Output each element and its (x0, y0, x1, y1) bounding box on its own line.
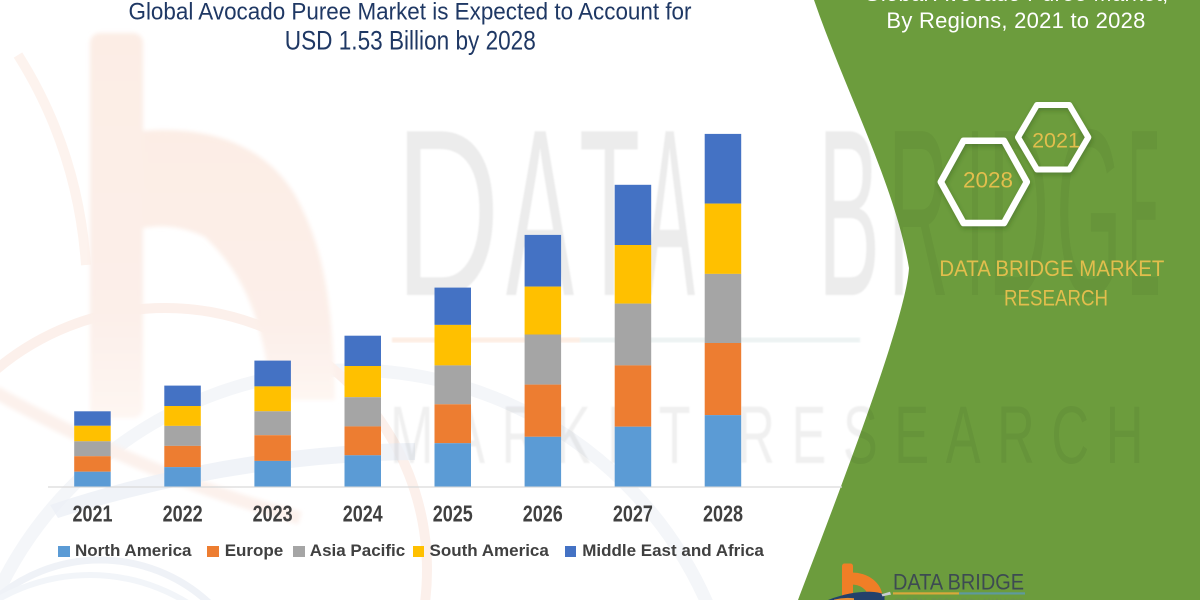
svg-text:2028: 2028 (963, 168, 1013, 193)
svg-text:2024: 2024 (343, 501, 383, 527)
svg-text:G: G (1056, 81, 1122, 346)
svg-text:Global Avocado Puree Market is: Global Avocado Puree Market is Expected … (129, 0, 692, 26)
svg-text:2022: 2022 (163, 501, 203, 527)
svg-text:USD 1.53 Billion by 2028: USD 1.53 Billion by 2028 (285, 26, 536, 56)
svg-text:RESEARCH: RESEARCH (1004, 285, 1108, 310)
svg-text:E: E (1128, 81, 1160, 346)
svg-text:2027: 2027 (613, 501, 653, 527)
svg-text:2021: 2021 (73, 501, 113, 527)
svg-text:D: D (988, 81, 1049, 346)
svg-text:I: I (966, 81, 984, 346)
svg-text:GLOBAL RESEARCH ANALYSIS: GLOBAL RESEARCH ANALYSIS (894, 598, 1024, 600)
svg-text:2021: 2021 (1032, 129, 1080, 153)
svg-text:DATA BRIDGE: DATA BRIDGE (893, 570, 1024, 595)
svg-text:A: A (644, 81, 695, 346)
svg-text:2023: 2023 (253, 501, 293, 527)
svg-text:2026: 2026 (523, 501, 563, 527)
svg-text:2028: 2028 (703, 501, 743, 527)
svg-text:2025: 2025 (433, 501, 473, 527)
svg-text:DATA BRIDGE MARKET: DATA BRIDGE MARKET (939, 256, 1164, 281)
